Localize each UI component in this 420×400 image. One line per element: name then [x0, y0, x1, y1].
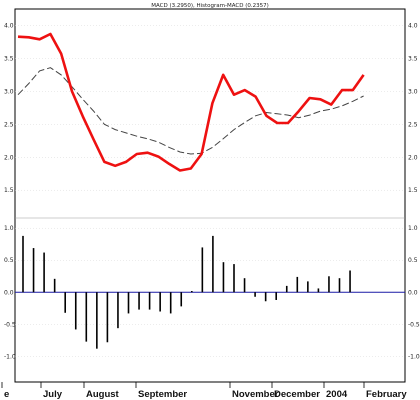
x-tick-label: December — [274, 389, 320, 400]
x-tick-label: November — [232, 389, 279, 400]
y-tick-label: 2.5 — [408, 121, 418, 128]
x-tick-label: August — [86, 389, 120, 400]
y-tick-label: 0.5 — [4, 257, 14, 264]
chart-title: MACD (3.2950), Histogram-MACD (0.2357) — [151, 3, 269, 9]
y-tick-label: 3.0 — [408, 88, 418, 95]
signal-line — [17, 67, 364, 155]
grid-lines — [15, 25, 405, 357]
y-tick-label: 1.5 — [408, 187, 418, 194]
x-tick-label: e — [4, 389, 9, 400]
y-tick-label: -0.5 — [408, 321, 420, 328]
y-tick-label: 2.5 — [4, 121, 14, 128]
y-tick-label: 3.0 — [4, 88, 14, 95]
x-tick-label: February — [366, 389, 407, 400]
y-tick-label: 1.0 — [408, 225, 418, 232]
y-axis-right: 4.0 3.5 3.0 2.5 2.0 1.5 1.0 0.5 0.0 -0.5 -1.0 — [408, 22, 420, 360]
y-tick-label: -1.0 — [4, 353, 16, 360]
y-axis-left: 4.0 3.5 3.0 2.5 2.0 1.5 1.0 0.5 0.0 -0.5 -1.0 — [4, 22, 16, 360]
signal-series — [17, 67, 364, 155]
y-tick-label: 1.0 — [4, 225, 14, 232]
y-tick-label: 4.0 — [408, 22, 418, 29]
y-tick-label: 2.0 — [4, 154, 14, 161]
y-tick-label: 0.0 — [408, 289, 418, 296]
x-tick-label: September — [138, 389, 187, 400]
y-tick-label: 2.0 — [408, 154, 418, 161]
y-tick-label: 4.0 — [4, 22, 14, 29]
macd-series — [17, 32, 365, 172]
x-tick-label: July — [43, 389, 63, 400]
y-tick-label: -0.5 — [4, 321, 16, 328]
y-tick-label: 0.5 — [408, 257, 418, 264]
x-tick-label: 2004 — [326, 389, 348, 400]
macd-line — [17, 32, 365, 172]
y-tick-label: 1.5 — [4, 187, 14, 194]
plot-border — [14, 8, 406, 383]
chart-frame — [14, 8, 406, 383]
y-tick-label: -1.0 — [408, 353, 420, 360]
histogram-series — [15, 235, 405, 349]
y-tick-label: 3.5 — [408, 55, 418, 62]
y-tick-label: 3.5 — [4, 55, 14, 62]
y-tick-label: 0.0 — [4, 289, 14, 296]
